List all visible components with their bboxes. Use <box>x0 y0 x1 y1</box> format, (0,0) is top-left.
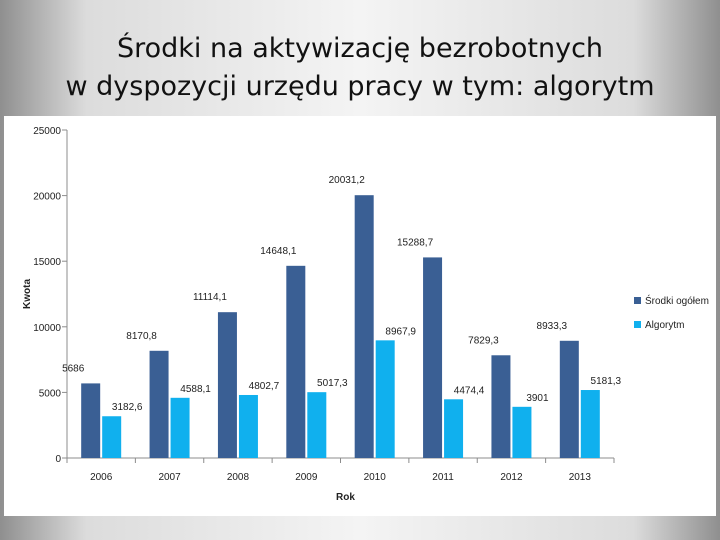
bar-algorithm <box>102 416 122 458</box>
legend-swatch <box>634 321 641 328</box>
data-label: 8170,8 <box>126 331 157 342</box>
data-label: 5686 <box>62 363 85 374</box>
bar-algorithm <box>580 390 600 458</box>
y-tick-label: 0 <box>55 454 61 465</box>
x-tick-label: 2012 <box>500 472 523 483</box>
title-line-2: w dyspozycji urzędu pracy w tym: algoryt… <box>65 71 655 102</box>
data-label: 11114,1 <box>193 292 227 303</box>
x-tick-label: 2011 <box>432 472 454 483</box>
bar-total <box>354 195 374 458</box>
data-label: 4588,1 <box>180 384 211 395</box>
bar-chart: 0 5000 10000 15000 20000 25000 5686 3182,6 2006 8… <box>22 126 709 503</box>
x-tick-label: 2007 <box>158 472 181 483</box>
chart-panel: 0 5000 10000 15000 20000 25000 5686 3182,6 2006 8… <box>4 116 716 516</box>
y-tick-label: 15000 <box>33 257 61 268</box>
bar-algorithm <box>512 406 532 458</box>
x-tick-label: 2008 <box>227 472 250 483</box>
bar-algorithm <box>375 340 395 458</box>
bar-total <box>217 312 237 458</box>
bar-total <box>423 257 443 458</box>
legend-label: Algorytm <box>645 320 684 331</box>
data-label: 3182,6 <box>112 402 143 413</box>
y-tick-label: 20000 <box>33 192 61 203</box>
data-label: 4802,7 <box>249 381 280 392</box>
legend-label: Środki ogółem <box>645 294 709 307</box>
bar-algorithm <box>238 394 258 458</box>
data-label: 7829,3 <box>468 335 499 346</box>
data-label: 15288,7 <box>397 237 434 248</box>
y-tick-label: 5000 <box>39 388 62 399</box>
bar-total <box>149 350 169 458</box>
bar-algorithm <box>170 397 190 458</box>
y-axis-title: Kwota <box>22 279 33 309</box>
slide-title: Środki na aktywizację bezrobotnych w dys… <box>0 30 720 106</box>
title-line-1: Środki na aktywizację bezrobotnych <box>116 33 604 64</box>
y-tick-label: 25000 <box>33 126 61 137</box>
bar-algorithm <box>444 399 464 458</box>
bar-total <box>81 383 101 458</box>
data-label: 8967,9 <box>385 326 416 337</box>
x-tick-label: 2010 <box>364 472 387 483</box>
data-label: 4474,4 <box>454 385 485 396</box>
x-tick-label: 2006 <box>90 472 113 483</box>
x-tick-label: 2013 <box>569 472 592 483</box>
x-axis-title: Rok <box>336 492 355 503</box>
bar-algorithm <box>307 392 327 458</box>
data-label: 5017,3 <box>317 378 348 389</box>
data-label: 14648,1 <box>260 246 297 257</box>
legend-swatch <box>634 297 641 304</box>
y-tick-label: 10000 <box>33 323 61 334</box>
bar-total <box>491 355 511 458</box>
data-label: 20031,2 <box>329 175 366 186</box>
data-label: 3901 <box>526 393 549 404</box>
bar-total <box>559 340 579 458</box>
data-label: 5181,3 <box>591 376 622 387</box>
bar-total <box>286 265 306 458</box>
data-label: 8933,3 <box>537 321 568 332</box>
x-tick-label: 2009 <box>295 472 318 483</box>
